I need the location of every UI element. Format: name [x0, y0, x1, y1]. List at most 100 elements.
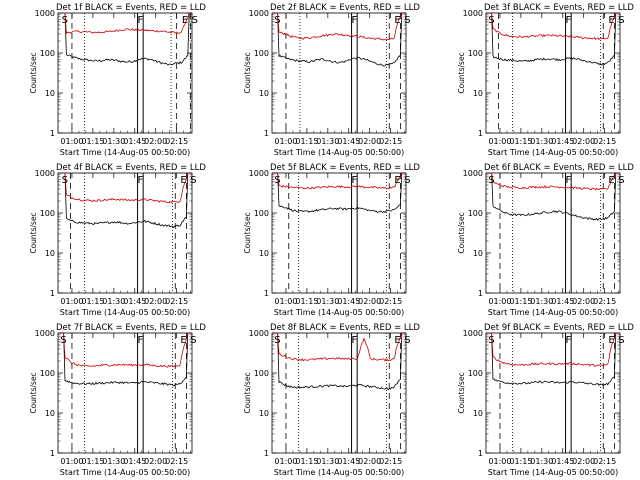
marker-letter-s-end: S [190, 335, 196, 346]
y-tick-label: 10 [45, 249, 55, 258]
x-tick-label: 01:15 [509, 297, 532, 306]
y-tick-label: 1 [50, 289, 55, 298]
y-axis-label: Counts/sec [29, 212, 38, 253]
plot-frame [57, 172, 193, 294]
y-tick-label: 10 [45, 409, 55, 418]
x-tick-label: 02:15 [165, 137, 188, 146]
marker-letter-f: F [565, 335, 571, 346]
x-axis-label: Start Time (14-Aug-05 00:50:00) [488, 308, 619, 317]
x-tick-label: 01:00 [60, 137, 83, 146]
series-line-lld [277, 332, 403, 362]
marker-letter-f: F [565, 175, 571, 186]
series-line-lld [63, 332, 189, 368]
marker-letter-f: F [137, 175, 143, 186]
marker-letter-s: S [274, 335, 280, 346]
x-tick-label: 01:00 [60, 457, 83, 466]
x-tick-label: 02:15 [379, 137, 402, 146]
y-tick-label: 1 [50, 129, 55, 138]
marker-letter-f: F [351, 335, 357, 346]
y-tick-label: 100 [468, 49, 483, 58]
marker-letter-s-end: S [404, 15, 410, 26]
panel-title: Det 4f BLACK = Events, RED = LLD [56, 163, 206, 173]
y-tick-label: 1000 [35, 169, 55, 178]
x-tick-label: 01:45 [551, 137, 574, 146]
x-tick-label: 01:30 [316, 457, 339, 466]
y-tick-label: 100 [468, 369, 483, 378]
y-axis-label: Counts/sec [29, 52, 38, 93]
x-tick-label: 01:45 [551, 297, 574, 306]
y-axis-label: Counts/sec [243, 372, 252, 413]
y-tick-label: 1000 [249, 329, 269, 338]
plot-frame [485, 172, 621, 294]
marker-letter-s-end: S [192, 15, 198, 26]
y-tick-label: 1 [264, 449, 269, 458]
marker-letter-f: F [137, 335, 143, 346]
detector-panel-4: Det 4f BLACK = Events, RED = LLD 1 10 100 10… [29, 163, 206, 317]
series-line-lld [491, 12, 617, 41]
panel-title: Det 2f BLACK = Events, RED = LLD [270, 3, 420, 13]
marker-letter-e: E [180, 335, 186, 346]
marker-letter-e: E [394, 335, 400, 346]
y-tick-label: 100 [254, 49, 269, 58]
marker-letter-f: F [565, 15, 571, 26]
y-tick-label: 100 [254, 369, 269, 378]
panel-title: Det 7f BLACK = Events, RED = LLD [56, 323, 206, 333]
y-tick-label: 1 [264, 129, 269, 138]
series-line-events [64, 12, 190, 66]
x-tick-label: 01:15 [509, 137, 532, 146]
x-tick-label: 02:15 [593, 457, 616, 466]
x-axis-label: Start Time (14-Aug-05 00:50:00) [274, 468, 405, 477]
y-tick-label: 10 [473, 409, 483, 418]
series-line-lld [64, 12, 190, 35]
x-axis-label: Start Time (14-Aug-05 00:50:00) [488, 468, 619, 477]
x-tick-label: 02:15 [165, 297, 188, 306]
marker-letter-s-end: S [190, 175, 196, 186]
x-tick-label: 02:15 [379, 297, 402, 306]
detector-panel-9: Det 9f BLACK = Events, RED = LLD 1 10 100 10… [457, 323, 634, 477]
y-tick-label: 10 [259, 89, 269, 98]
x-tick-label: 02:15 [593, 137, 616, 146]
x-axis-label: Start Time (14-Aug-05 00:50:00) [60, 308, 191, 317]
marker-letter-s-end: S [618, 335, 624, 346]
y-tick-label: 1 [478, 289, 483, 298]
detector-panel-1: Det 1f BLACK = Events, RED = LLD 1 10 100 10… [29, 3, 206, 157]
x-tick-label: 01:45 [123, 297, 146, 306]
plot-frame [271, 332, 407, 454]
series-line-events [491, 172, 617, 222]
y-tick-label: 1000 [463, 9, 483, 18]
series-line-lld [491, 172, 617, 191]
x-tick-label: 01:30 [530, 137, 553, 146]
x-tick-label: 01:45 [123, 457, 146, 466]
detector-panel-6: Det 6f BLACK = Events, RED = LLD 1 10 100 10… [457, 163, 634, 317]
panel-title: Det 3f BLACK = Events, RED = LLD [484, 3, 634, 13]
marker-letter-f: F [351, 15, 357, 26]
marker-letter-s: S [488, 175, 494, 186]
y-tick-label: 1 [50, 449, 55, 458]
x-tick-label: 02:00 [572, 297, 595, 306]
y-tick-label: 10 [259, 249, 269, 258]
panel-title: Det 9f BLACK = Events, RED = LLD [484, 323, 634, 333]
x-axis-label: Start Time (14-Aug-05 00:50:00) [60, 468, 191, 477]
x-tick-label: 01:00 [60, 297, 83, 306]
x-tick-label: 01:15 [509, 457, 532, 466]
y-axis-label: Counts/sec [457, 212, 466, 253]
marker-letter-e: E [608, 335, 614, 346]
x-tick-label: 01:30 [530, 457, 553, 466]
x-tick-label: 01:30 [316, 137, 339, 146]
series-line-events [277, 332, 403, 391]
marker-letter-f: F [351, 175, 357, 186]
marker-letter-s: S [274, 175, 280, 186]
x-tick-label: 01:45 [337, 457, 360, 466]
marker-letter-s-end: S [618, 175, 624, 186]
x-axis-label: Start Time (14-Aug-05 00:50:00) [274, 308, 405, 317]
marker-letter-s: S [274, 15, 280, 26]
y-tick-label: 1000 [463, 169, 483, 178]
panel-title: Det 8f BLACK = Events, RED = LLD [270, 323, 420, 333]
marker-letter-s-end: S [404, 175, 410, 186]
x-axis-label: Start Time (14-Aug-05 00:50:00) [274, 148, 405, 157]
x-tick-label: 01:45 [551, 457, 574, 466]
marker-letter-f: F [137, 15, 143, 26]
y-tick-label: 100 [40, 209, 55, 218]
x-tick-label: 01:30 [102, 297, 125, 306]
